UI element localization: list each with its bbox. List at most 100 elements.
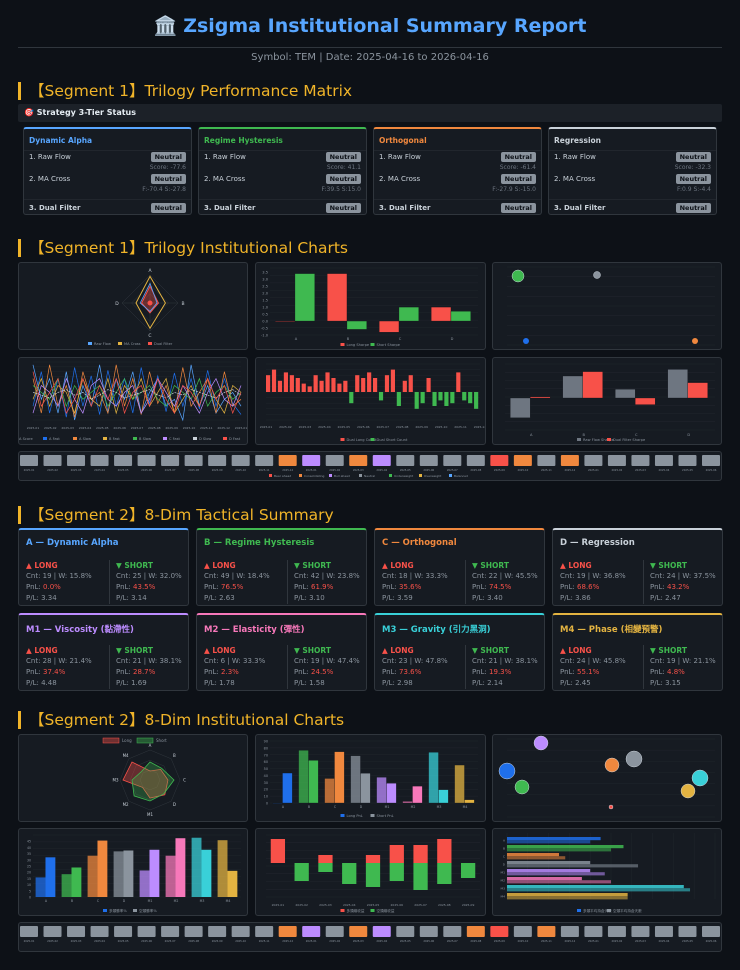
short-label: ▼ SHORT [472,561,509,570]
strip-legend-label: Underweight [394,474,414,478]
long-label: ▲ LONG [204,646,236,655]
signal-cell [20,926,38,937]
dim-return-panel: 2025-01 2025-02 2025-03 2025-04 2025-05 2025-… [255,828,486,916]
signal-cell [466,926,485,937]
status-badge: Neutral [325,152,361,162]
bar-short-winrate [71,867,82,897]
radar-legend-label: Long [122,738,132,743]
scatter-point-4 [604,757,620,773]
long-pl: P/L: 2.45 [560,679,591,687]
dim-title: D — Regression [560,538,635,548]
signal-date-label: 2025-01 [24,939,35,943]
short-pl: P/L: 1.69 [116,679,147,687]
legend-swatch [73,437,77,440]
signal-date-label: 2025-09 [494,939,505,943]
y-tick-label: 5 [29,889,31,893]
radar-axis-label: M4 [123,753,129,758]
x-tick-label: 2025-12 [474,425,485,429]
signal-cell [490,926,509,937]
bar-long-holding [507,885,684,889]
signal-cell [43,926,62,937]
signal-cell [702,926,720,937]
signal-cell [396,455,415,466]
signal-cell [419,926,438,937]
y-tick-label: 50 [264,767,268,771]
tier-card-1: Dynamic Alpha 1. Raw Flow Neutral Score: -7… [23,127,192,215]
status-badge: Neutral [500,152,536,162]
legend-swatch [370,909,375,912]
signal-cell [513,926,532,937]
signal-date-label: 2025-06 [423,939,434,943]
y-tick-label: 1.5 [262,299,268,303]
x-tick-label: A [45,899,48,903]
scatter-point-c [692,338,698,344]
legend-swatch [577,438,581,441]
strategy-status-bar: 🎯 Strategy 3-Tier Status [18,104,722,122]
signal-date-label: 2025-02 [329,939,340,943]
long-pl: P/L: 3.34 [26,594,57,602]
status-badge: Neutral [150,174,186,184]
bar-dual-long [355,375,360,392]
bar-long-winrate [113,851,124,897]
signal-cell [631,455,650,466]
legend-swatch [389,474,392,477]
dual-legend-label: Dual Long Count [347,438,377,442]
short-label: ▼ SHORT [116,646,153,655]
short-count: Cnt: 19 | W: 47.4% [294,657,360,665]
radar-series-ma [135,275,166,330]
x-tick-label: 2025-09 [462,903,475,907]
signal-date-label: 2025-12 [282,939,293,943]
x-tick-label: M2 [174,899,179,903]
x-tick-label: 2025-05 [96,426,109,430]
status-badge: Neutral [675,203,711,213]
line-legend-label: B Fast [109,437,120,441]
trilogy-signal-strip: 2025-01 2025-02 2025-03 2025-04 2025-05 2025-… [18,451,722,481]
y-tick-label: 3.0 [262,278,268,282]
y-tick-label: 35 [27,852,31,856]
x-tick-label: 2025-07 [131,426,144,430]
bar-dual-long [367,372,372,392]
signal-cell [349,455,368,466]
x-tick-label: 2025-01 [260,425,273,429]
bar-short-pnl [334,751,345,804]
long-pnl-line: PnL: 55.1% [560,668,600,676]
signal-cell [231,455,250,466]
short-pnl: 43.5% [133,583,156,591]
bar-long-pnl [350,755,361,804]
signal-date-label: 2025-03 [353,939,364,943]
radar-axis-label: M3 [113,778,119,783]
signal-date-label: 2025-05 [682,468,693,472]
y-tick-label: 40 [27,846,31,850]
long-column: ▲ LONG Cnt: 18 | W: 33.3% PnL: 35.6% P/L: 3… [382,560,460,604]
bar-dual-short [438,392,443,401]
signal-cell [255,926,274,937]
x-tick-label: M1 [148,899,153,903]
y-tick-label: 1.0 [262,306,268,310]
dual-filter-row: 3. Dual Filter Neutral [24,199,191,215]
bar-short-return [437,863,452,884]
bar-long-pnl [428,752,439,804]
trilogy-scatter-chart [507,266,715,346]
dim-radar-panel: A B C D M1 M2 M3 M4 Long Short [18,734,248,822]
radar-axis-label: A [149,743,152,748]
signal-cell [114,926,133,937]
signal-cell [161,926,180,937]
bar-short-return [342,863,357,884]
line-legend-label: D Slow [199,437,211,441]
long-pnl-line: PnL: 37.4% [26,668,66,676]
long-pl: P/L: 3.86 [560,594,591,602]
bar-short-pnl [308,760,319,804]
x-tick-label: 2025-01 [27,426,40,430]
y-tick-label: 30 [264,781,268,785]
short-column: ▼ SHORT Cnt: 24 | W: 37.5% PnL: 43.2% P/L: … [643,560,728,604]
bar-raw-flow-sharpe [615,389,636,399]
bar-short-holding [507,896,628,900]
signal-date-label: 2025-02 [612,468,623,472]
signal-date-label: 2025-11 [259,939,270,943]
signal-cell [419,455,438,466]
bar-dual-short [474,392,479,409]
scatter-point-5 [625,750,643,768]
bar-long-holding [507,877,582,881]
signal-date-label: 2025-06 [141,468,152,472]
bar-dual-long [426,378,431,392]
